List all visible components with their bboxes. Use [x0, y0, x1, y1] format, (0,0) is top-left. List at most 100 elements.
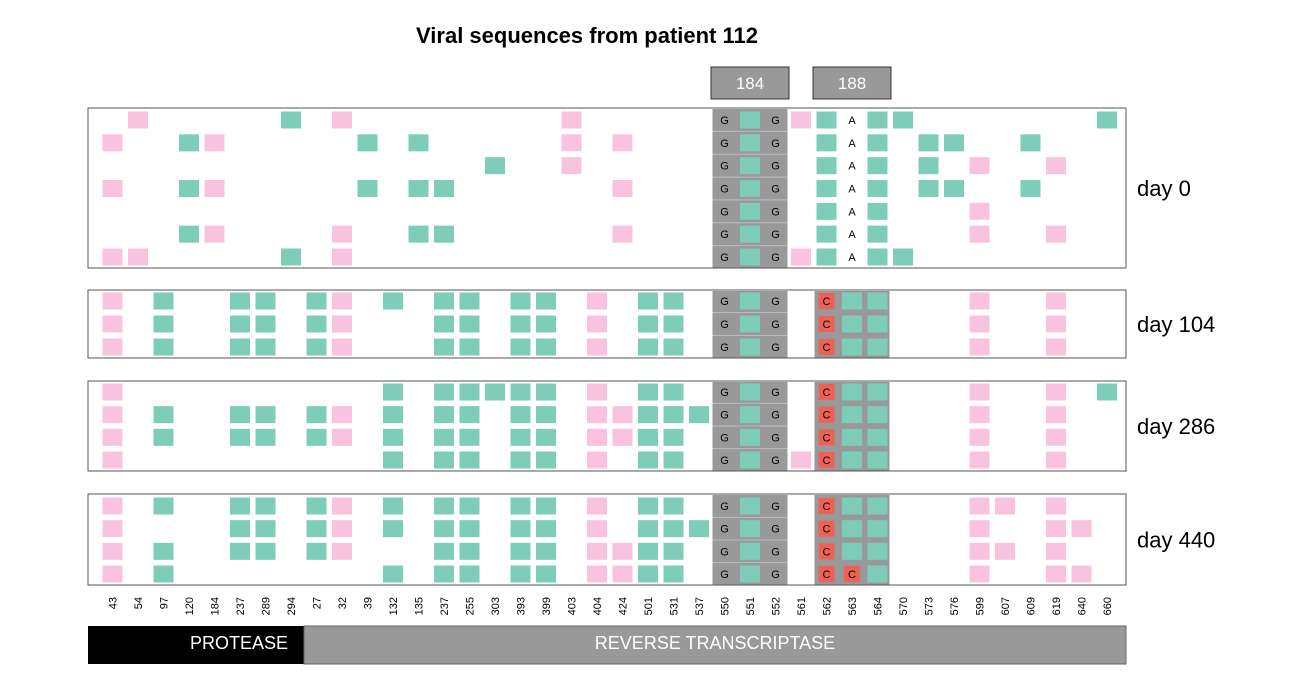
mutation-cell	[510, 497, 531, 515]
mutation-cell	[587, 292, 607, 310]
mutation-cell	[587, 520, 607, 538]
base-letter: G	[771, 546, 780, 558]
mutation-cell	[434, 383, 454, 401]
mutation-cell	[510, 542, 531, 560]
x-tick-label: 607	[1000, 597, 1012, 615]
x-tick-label: 564	[873, 597, 885, 615]
base-letter: C	[848, 569, 856, 581]
mutation-cell	[842, 451, 862, 469]
mutation-cell	[255, 338, 276, 356]
mutation-cell	[740, 134, 760, 152]
mutation-cell	[867, 179, 888, 197]
mutation-cell	[306, 428, 327, 446]
mutated-base-box	[818, 406, 835, 423]
mutation-cell	[459, 451, 480, 469]
mutation-cell	[383, 497, 403, 515]
mutation-cell	[969, 451, 990, 469]
x-tick-label: 404	[592, 597, 604, 615]
mutated-base-box	[818, 339, 835, 355]
mutation-cell	[434, 292, 454, 310]
base-letter: G	[771, 206, 780, 218]
mutation-cell	[1046, 406, 1066, 424]
mutation-cell	[561, 111, 582, 129]
mutation-cell	[383, 406, 403, 424]
mutation-cell	[434, 428, 454, 446]
mutation-cell	[995, 497, 1015, 515]
base-letter: G	[771, 387, 780, 399]
mutation-cell	[663, 406, 684, 424]
mutation-cell	[536, 383, 556, 401]
mutation-cell	[740, 520, 760, 538]
mutation-cell	[587, 383, 607, 401]
mutation-cell	[1020, 179, 1041, 197]
mutation-cell	[179, 225, 199, 243]
x-tick-label: 303	[490, 597, 502, 615]
mutation-cell	[536, 292, 556, 310]
mutation-cell	[230, 338, 250, 356]
cells-layer: G G AG G AG G AG G AG G AG G AG G AG G CG G CG G CG G CG G CG G CG…	[88, 108, 1126, 586]
mutation-cell	[1046, 225, 1066, 243]
mutation-cell	[816, 134, 837, 152]
mutation-cell	[179, 179, 199, 197]
mutation-cell	[459, 338, 480, 356]
mutation-cell	[383, 428, 403, 446]
mutation-cell	[434, 520, 454, 538]
mutation-cell	[102, 338, 123, 356]
mutation-cell	[434, 338, 454, 356]
mutation-cell	[867, 111, 888, 129]
mutation-cell	[204, 179, 225, 197]
base-letter: G	[720, 138, 729, 150]
mutation-cell	[332, 292, 352, 310]
mutation-cell	[867, 248, 888, 266]
mutation-cell	[153, 542, 174, 560]
mutation-cell	[459, 292, 480, 310]
x-tick-label: 255	[465, 597, 477, 615]
mutation-cell	[612, 428, 633, 446]
mutation-cell	[638, 406, 658, 424]
mutation-cell	[740, 383, 760, 401]
x-tick-label: 27	[312, 597, 324, 609]
x-tick-label: 32	[337, 597, 349, 609]
mutation-cell	[485, 157, 505, 175]
mutation-cell	[536, 451, 556, 469]
region-label: REVERSE TRANSCRIPTASE	[595, 633, 835, 653]
mutation-cell	[102, 428, 123, 446]
base-letter: G	[720, 524, 729, 536]
mutation-cell	[1046, 292, 1066, 310]
mutation-cell	[867, 338, 888, 356]
mutation-cell	[638, 383, 658, 401]
mutation-cell	[230, 428, 250, 446]
mutation-cell	[204, 225, 225, 243]
mutation-cell	[740, 565, 760, 583]
mutation-cell	[153, 428, 174, 446]
mutation-cell	[332, 225, 352, 243]
mutation-cell	[663, 383, 684, 401]
mutation-cell	[1046, 451, 1066, 469]
mutated-base-box	[844, 566, 860, 583]
mutation-cell	[459, 497, 480, 515]
mutation-cell	[306, 542, 327, 560]
mutation-cell	[969, 428, 990, 446]
mutation-cell	[842, 406, 862, 424]
base-letter: G	[771, 319, 780, 331]
x-tick-label: 550	[720, 597, 732, 615]
mutation-cell	[740, 542, 760, 560]
panel-frame	[87, 493, 1127, 586]
mutation-cell	[842, 292, 862, 310]
x-tick-label: 120	[184, 597, 196, 615]
base-letter: G	[720, 455, 729, 467]
mutation-cell	[510, 565, 531, 583]
mutation-cell	[867, 428, 888, 446]
base-letter: G	[771, 296, 780, 308]
mutation-cell	[893, 111, 913, 129]
panel-frame	[87, 289, 1127, 359]
mutation-cell	[995, 542, 1015, 560]
mutation-cell	[408, 134, 429, 152]
mutation-cell	[969, 292, 990, 310]
mutation-cell	[102, 292, 123, 310]
mutation-cell	[969, 383, 990, 401]
mutation-cell	[128, 248, 148, 266]
mutation-cell	[536, 406, 556, 424]
base-letter: G	[720, 387, 729, 399]
base-letter: G	[720, 115, 729, 127]
